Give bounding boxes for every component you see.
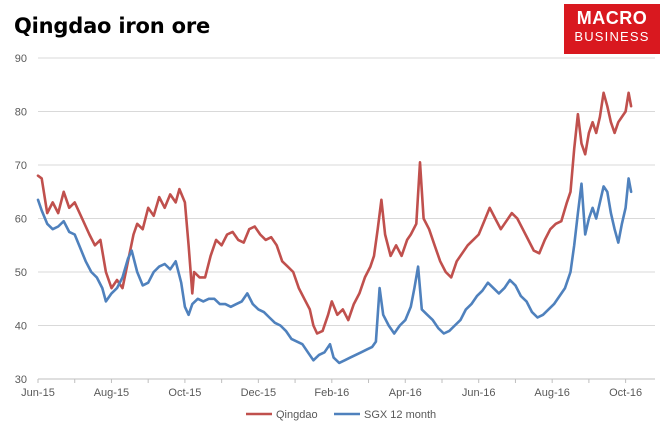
x-tick-label: Apr-16 [389,387,422,399]
x-tick-label: Oct-15 [168,387,201,399]
legend-label: SGX 12 month [364,409,436,421]
y-tick-label: 30 [15,374,27,386]
x-tick-label: Dec-15 [241,387,276,399]
x-tick-label: Aug-15 [94,387,129,399]
series-line-qingdao [36,91,633,335]
x-tick-label: Jun-15 [21,387,55,399]
y-tick-label: 80 [15,107,27,119]
legend-label: Qingdao [276,409,318,421]
series-layer [36,91,633,365]
chart-title: Qingdao iron ore [14,14,211,38]
series-line-sgx-12-month [36,177,633,365]
y-tick-label: 90 [15,53,27,65]
y-tick-label: 40 [15,321,27,333]
grid-lines [38,57,655,326]
x-tick-label: Feb-16 [314,387,349,399]
x-tick-label: Oct-16 [609,387,642,399]
axes: 30 40 50 60 70 80 90 Jun-15 Aug-15 Oct-15 Dec-15 Fe… [15,53,655,399]
legend: Qingdao SGX 12 month [246,409,436,421]
y-tick-label: 60 [15,214,27,226]
x-tick-label: Jun-16 [462,387,496,399]
y-tick-label: 70 [15,160,27,172]
logo-line-2: BUSINESS [574,29,650,44]
macro-business-logo: MACRO BUSINESS [564,4,660,54]
x-tick-label: Aug-16 [534,387,569,399]
logo-line-1: MACRO [576,8,648,28]
y-tick-label: 50 [15,267,27,279]
